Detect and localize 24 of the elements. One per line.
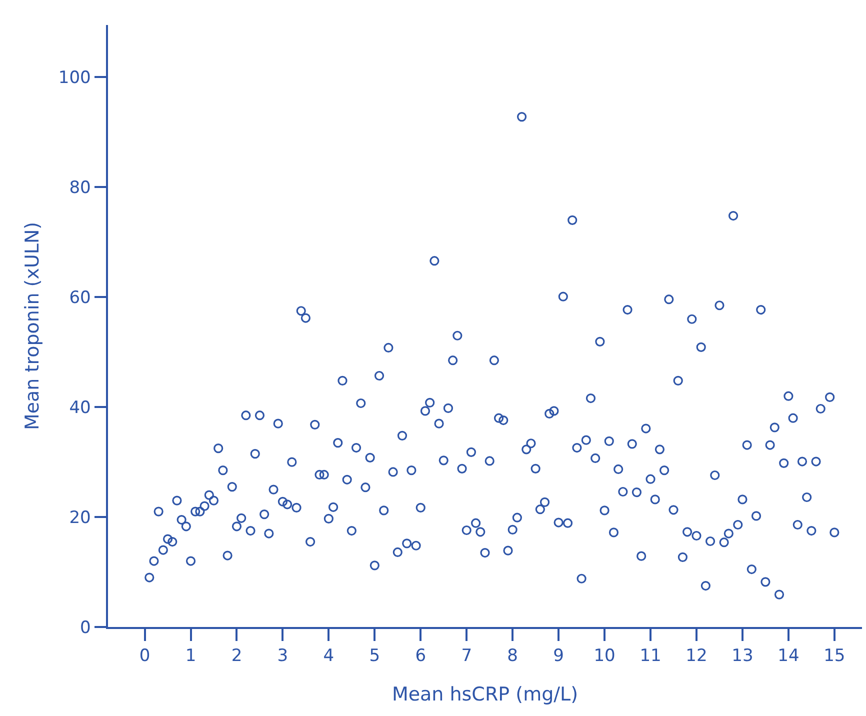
x-tick-label: 8 [507, 646, 518, 666]
x-tick-label: 11 [640, 646, 662, 666]
x-tick-label: 0 [139, 646, 150, 666]
x-tick-label: 9 [553, 646, 564, 666]
y-tick-label: 100 [58, 68, 91, 88]
x-tick-label: 12 [686, 646, 708, 666]
x-tick-label: 5 [369, 646, 380, 666]
x-tick-label: 13 [732, 646, 754, 666]
y-tick-label: 40 [69, 398, 91, 418]
y-tick-label: 0 [80, 618, 91, 638]
y-axis-title: Mean troponin (xULN) [22, 222, 44, 430]
x-tick-label: 2 [231, 646, 242, 666]
x-axis-title: Mean hsCRP (mg/L) [392, 683, 578, 706]
x-tick-label: 7 [461, 646, 472, 666]
y-tick-label: 60 [69, 288, 91, 308]
x-tick-label: 14 [778, 646, 800, 666]
y-tick-label: 80 [69, 178, 91, 198]
x-tick-label: 1 [185, 646, 196, 666]
x-tick-label: 15 [824, 646, 846, 666]
y-tick-label: 20 [69, 508, 91, 528]
x-tick-label: 10 [594, 646, 616, 666]
x-tick-label: 6 [415, 646, 426, 666]
x-tick-label: 3 [277, 646, 288, 666]
x-tick-label: 4 [323, 646, 334, 666]
